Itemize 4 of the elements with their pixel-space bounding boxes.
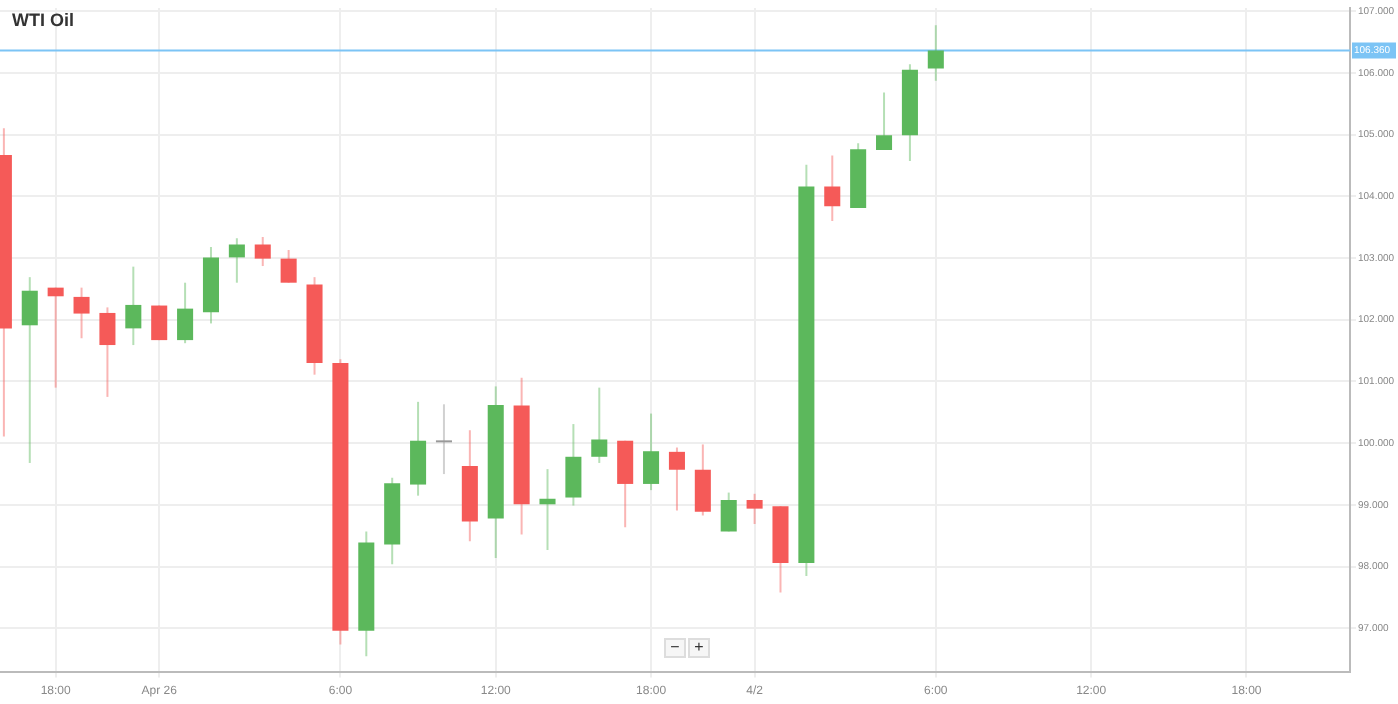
chart-title: WTI Oil: [12, 10, 74, 30]
annotation: +: [688, 638, 710, 658]
annotation: −: [664, 638, 686, 658]
zoom-controls: − +: [664, 638, 710, 658]
